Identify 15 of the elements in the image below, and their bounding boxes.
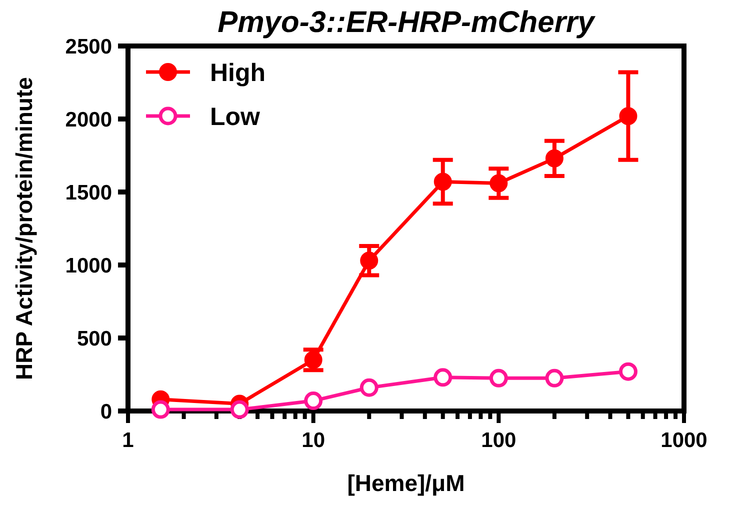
y-tick-label: 2500 — [65, 35, 112, 58]
legend-label: High — [210, 58, 266, 87]
x-tick-label: 100 — [481, 429, 516, 452]
x-axis-title: [Heme]/μM — [347, 470, 465, 496]
x-tick-label: 1 — [122, 429, 134, 452]
y-tick-label: 0 — [100, 400, 112, 424]
x-tick-label: 1000 — [660, 429, 708, 452]
chart-title: Pmyo-3::ER-HRP-mCherry — [218, 6, 596, 39]
y-tick-label: 1000 — [65, 254, 112, 278]
y-tick-label: 2000 — [65, 108, 112, 132]
x-tick-label: 10 — [302, 429, 326, 452]
y-tick-label: 500 — [76, 327, 112, 350]
y-tick-label: 1500 — [65, 181, 112, 204]
y-axis-title: HRP Activity/protein/minute — [11, 77, 37, 380]
legend-label: Low — [210, 102, 261, 131]
